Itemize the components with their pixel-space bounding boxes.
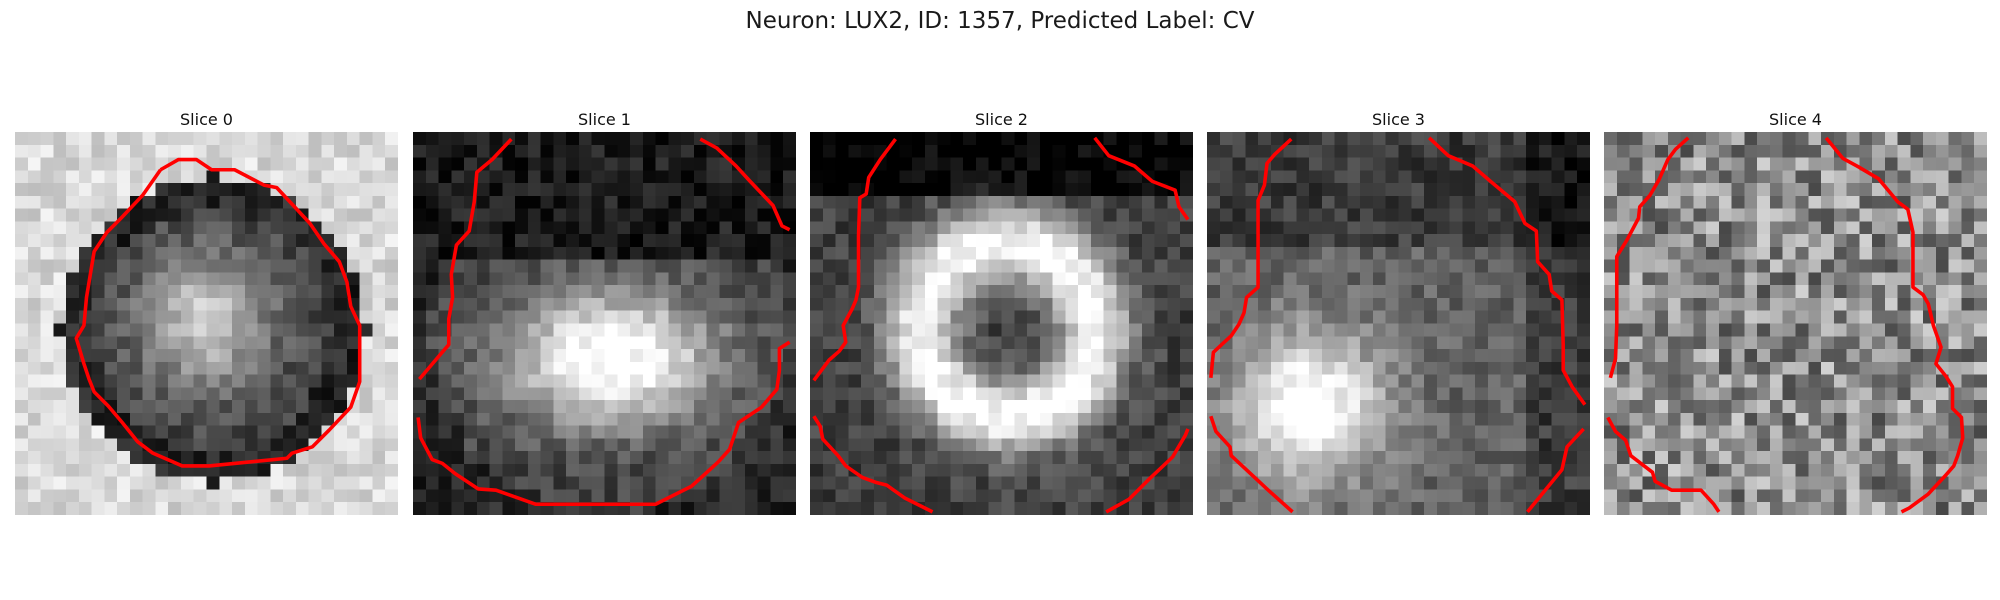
roi-contour bbox=[1209, 136, 1587, 514]
roi-contour bbox=[812, 136, 1190, 514]
roi-contour bbox=[74, 157, 362, 468]
slice-image bbox=[15, 132, 398, 515]
roi-contour bbox=[416, 137, 791, 507]
slice-panel-4: Slice 4 bbox=[1604, 110, 1987, 515]
slice-title: Slice 1 bbox=[578, 110, 631, 129]
slice-panel-3: Slice 3 bbox=[1207, 110, 1590, 515]
slice-image bbox=[413, 132, 796, 515]
slice-panel-2: Slice 2 bbox=[810, 110, 1193, 515]
slice-title: Slice 0 bbox=[180, 110, 233, 129]
slice-panel-0: Slice 0 bbox=[15, 110, 398, 515]
slice-image bbox=[1604, 132, 1987, 515]
slice-image bbox=[810, 132, 1193, 515]
slice-title: Slice 3 bbox=[1372, 110, 1425, 129]
slice-panel-1: Slice 1 bbox=[413, 110, 796, 515]
slice-title: Slice 2 bbox=[975, 110, 1028, 129]
slice-image bbox=[1207, 132, 1590, 515]
figure-title: Neuron: LUX2, ID: 1357, Predicted Label:… bbox=[745, 8, 1255, 34]
roi-contour bbox=[1606, 136, 1965, 514]
slice-title: Slice 4 bbox=[1769, 110, 1822, 129]
